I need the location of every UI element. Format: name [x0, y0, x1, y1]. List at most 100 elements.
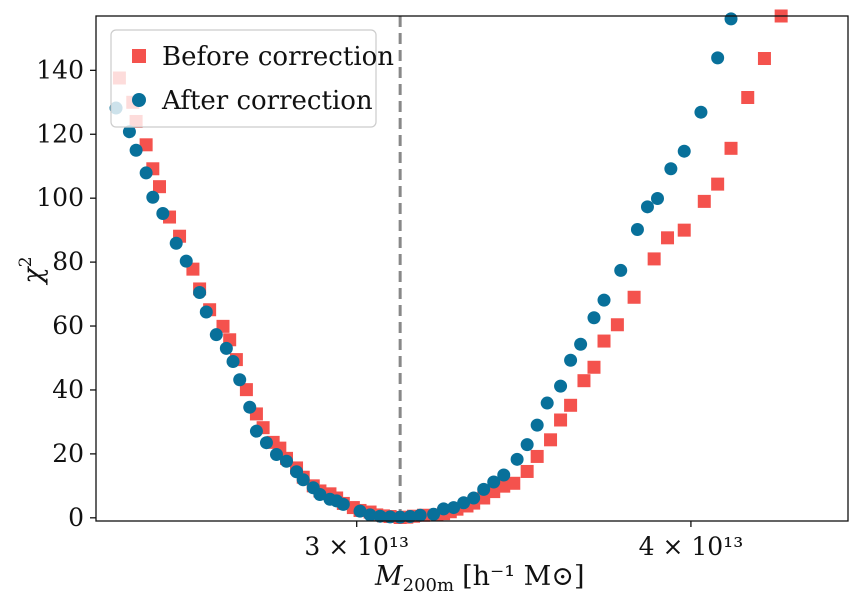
legend-label-after: After correction: [161, 86, 373, 116]
axes-frame: [95, 15, 849, 522]
data-point-circle: [650, 192, 664, 206]
data-point-circle: [614, 263, 628, 277]
data-point-circle: [694, 105, 708, 119]
data-point-square: [677, 223, 691, 237]
legend: Before correction After correction: [110, 29, 394, 128]
data-point-square: [564, 398, 578, 412]
svg-text:M200m[h⁻¹ M⊙]: M200m [h⁻¹ M⊙]: [374, 561, 584, 596]
y-tick-label: 20: [52, 439, 84, 468]
data-point-square: [627, 290, 641, 304]
data-point-circle: [437, 502, 451, 516]
data-point-square: [487, 485, 501, 499]
data-point-circle: [313, 487, 327, 501]
data-point-circle: [520, 438, 534, 452]
y-tick-label: 80: [52, 247, 84, 276]
data-point-square: [661, 231, 675, 245]
data-point-circle: [724, 12, 738, 26]
x-axis-label: M200m [h⁻¹ M⊙]: [374, 561, 584, 596]
data-point-circle: [146, 190, 160, 204]
y-tick-label: 120: [36, 119, 84, 148]
data-point-circle: [269, 448, 283, 462]
y-tick-label: 100: [36, 183, 84, 212]
plot-area: [109, 9, 788, 524]
data-point-square: [507, 476, 521, 490]
data-point-square: [544, 433, 558, 447]
data-point-square: [554, 413, 568, 427]
data-point-circle: [296, 473, 310, 487]
data-point-circle: [640, 200, 654, 214]
data-point-square: [741, 91, 755, 105]
x-tick-label: 4 × 10¹³: [639, 532, 744, 561]
data-point-circle: [249, 424, 263, 438]
data-point-circle: [630, 223, 644, 237]
legend-label-before: Before correction: [162, 42, 394, 72]
data-point-circle: [129, 143, 143, 157]
legend-box: [110, 29, 377, 128]
data-point-circle: [564, 353, 578, 367]
data-point-circle: [487, 475, 501, 489]
data-point-circle: [447, 501, 461, 515]
data-point-square: [153, 180, 167, 194]
x-axis-label-units: [h⁻¹ M⊙]: [462, 561, 584, 592]
y-tick-label: 60: [52, 311, 84, 340]
y-tick-label: 40: [52, 375, 84, 404]
data-point-square: [577, 374, 591, 388]
data-point-circle: [219, 341, 233, 355]
x-axis: 3 × 10¹³ 4 × 10¹³: [304, 521, 743, 561]
data-point-circle: [403, 510, 417, 524]
data-point-square: [597, 334, 611, 348]
data-point-circle: [353, 504, 367, 518]
data-point-circle: [226, 355, 240, 369]
data-point-circle: [373, 509, 387, 523]
data-point-circle: [711, 51, 725, 65]
data-point-circle: [336, 497, 350, 511]
data-point-circle: [677, 144, 691, 158]
data-point-square: [239, 383, 253, 397]
series-after-correction: [109, 12, 738, 524]
data-point-circle: [554, 379, 568, 393]
data-point-circle: [413, 508, 427, 522]
svg-text:χ2: χ2: [16, 256, 49, 285]
data-point-square: [724, 141, 738, 155]
data-point-square: [697, 194, 711, 208]
data-point-circle: [139, 166, 153, 180]
data-point-circle: [156, 207, 170, 221]
x-tick-label: 3 × 10¹³: [304, 532, 409, 561]
data-point-circle: [233, 373, 247, 387]
data-point-circle: [383, 510, 397, 524]
data-point-circle: [597, 293, 611, 307]
data-point-circle: [427, 507, 441, 521]
data-point-circle: [363, 508, 377, 522]
data-point-square: [139, 138, 153, 152]
data-point-circle: [530, 418, 544, 432]
data-point-square: [520, 464, 534, 478]
data-point-circle: [169, 236, 183, 250]
y-tick-label: 140: [36, 55, 84, 84]
data-point-circle: [243, 400, 257, 414]
data-point-square: [647, 252, 661, 266]
data-point-square: [610, 318, 624, 332]
data-point-square: [711, 177, 725, 191]
data-point-circle: [510, 452, 524, 466]
data-point-circle: [587, 311, 601, 325]
data-point-circle: [280, 454, 294, 468]
data-point-circle: [467, 491, 481, 505]
data-point-circle: [193, 285, 207, 299]
legend-marker-after: [132, 93, 146, 107]
y-axis-label-sup: 2: [16, 256, 36, 267]
data-point-circle: [477, 482, 491, 496]
data-point-square: [530, 449, 544, 463]
y-axis-label: χ2: [16, 256, 49, 285]
data-point-circle: [457, 496, 471, 510]
x-axis-label-main: M: [374, 561, 404, 592]
data-point-circle: [179, 254, 193, 268]
y-axis: 0 20 40 60 80 100 120 140: [36, 55, 96, 532]
y-axis-label-main: χ: [18, 266, 49, 286]
data-point-circle: [199, 305, 213, 319]
x-axis-label-sub: 200m: [403, 575, 454, 596]
data-point-square: [757, 52, 771, 66]
data-point-circle: [497, 468, 511, 482]
data-point-square: [497, 479, 511, 493]
data-point-circle: [209, 328, 223, 342]
